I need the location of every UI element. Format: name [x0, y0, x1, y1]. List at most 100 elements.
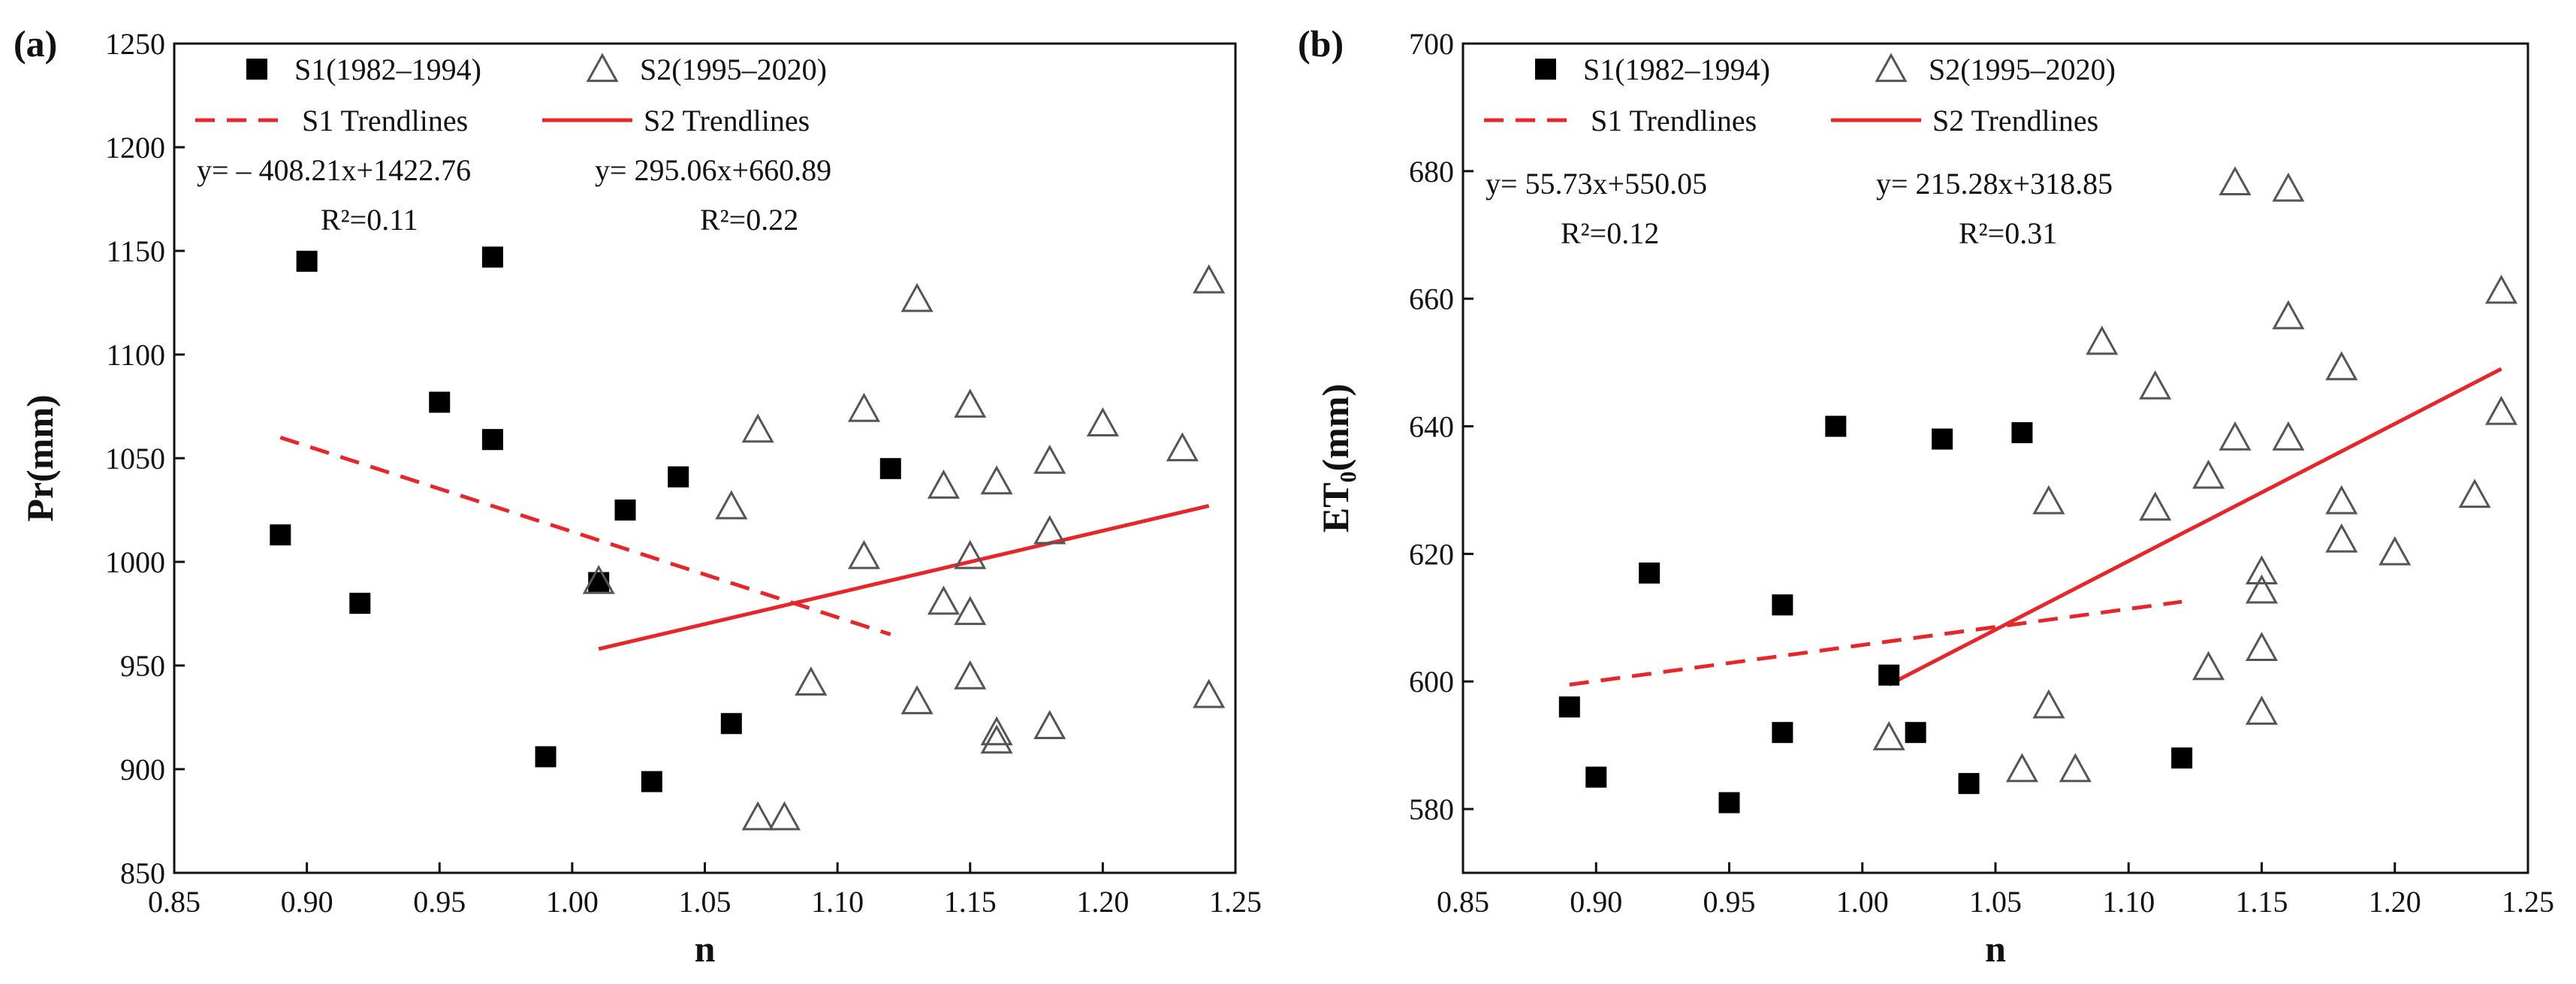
s2-point — [2032, 689, 2065, 719]
s1-point — [481, 429, 503, 451]
y-tick-label: 1000 — [105, 545, 165, 579]
equation-s1: y= – 408.21x+1422.76 — [197, 153, 471, 187]
x-tick-label: 1.15 — [2236, 885, 2288, 919]
x-tick-label: 1.05 — [679, 885, 731, 919]
s2-trendline — [598, 504, 1210, 651]
s1-point — [1932, 428, 1953, 450]
panel-label: (b) — [1298, 23, 1344, 65]
s2-point — [2485, 274, 2518, 304]
x-tick-label: 1.25 — [2502, 885, 2554, 919]
x-tick-label: 1.25 — [1209, 885, 1262, 919]
s2-point — [954, 539, 987, 569]
s2-point — [2272, 172, 2305, 202]
s1-point — [641, 771, 662, 792]
s2-point — [2245, 632, 2279, 661]
s2-trendline — [1888, 367, 2502, 687]
s2-point — [927, 469, 960, 499]
s2-point — [954, 660, 987, 690]
s2-point — [900, 282, 934, 312]
s2-point — [927, 585, 960, 615]
chart-b: 0.85 0.90 0.95 1.00 1.05 1.10 1.15 1.20 1.25 580 6… — [1298, 23, 2554, 970]
s2-point — [2378, 536, 2412, 566]
r2-s2: R²=0.22 — [700, 203, 798, 237]
s1-point — [1718, 792, 1740, 813]
s1-point — [1958, 773, 1980, 795]
y-tick-label: 1150 — [106, 234, 165, 268]
s2-point — [2325, 484, 2358, 515]
x-tick-label: 1.15 — [944, 885, 997, 919]
y-tick-label: 850 — [120, 856, 165, 890]
legend-s2-label: S2(1995–2020) — [1929, 53, 2116, 86]
y-tick-label: 600 — [1409, 665, 1454, 699]
y-tick-label: 900 — [120, 753, 165, 786]
s1-point — [1772, 594, 1793, 616]
r2-s1: R²=0.11 — [321, 203, 418, 237]
s2-point — [2086, 325, 2119, 355]
s2-point — [954, 388, 987, 418]
y-tick-label: 640 — [1409, 410, 1454, 444]
s1-point — [270, 524, 291, 546]
s2-point — [980, 465, 1013, 495]
legend-s2-label: S2(1995–2020) — [640, 53, 827, 86]
x-tick-label: 1.05 — [1969, 885, 2022, 919]
s2-point — [1033, 444, 1066, 474]
legend-s1-label: S1(1982–1994) — [294, 53, 481, 86]
s2-point — [2139, 491, 2172, 521]
legend: S1(1982–1994) S2(1995–2020) S1 Trendlines S… — [1484, 53, 2116, 137]
s1-point — [1772, 722, 1793, 744]
s1-trendline — [279, 436, 891, 636]
s2-point — [795, 666, 828, 696]
y-tick-label: 950 — [120, 649, 165, 683]
legend-s1-trend-label: S1 Trendlines — [302, 104, 468, 137]
s2-point — [2245, 696, 2279, 725]
x-axis-label: n — [695, 928, 716, 970]
s2-point — [2192, 459, 2225, 489]
y-tick-label: 700 — [1409, 27, 1454, 61]
y-tick-label: 1250 — [105, 27, 165, 61]
y-tick-label: 1200 — [105, 131, 165, 165]
s2-point — [2325, 523, 2358, 553]
x-tick-label: 0.95 — [413, 885, 466, 919]
s1-point — [1639, 562, 1661, 584]
x-tick-label: 1.00 — [546, 885, 599, 919]
panel-label: (a) — [14, 23, 57, 65]
s2-point — [582, 564, 615, 594]
s2-point — [1166, 432, 1199, 462]
s1-point — [2171, 747, 2193, 769]
s2-point — [1033, 515, 1066, 545]
s2-point — [2192, 650, 2225, 681]
x-tick-label: 1.20 — [2369, 885, 2421, 919]
equation-s2: y= 215.28x+318.85 — [1876, 167, 2113, 201]
s1-point — [668, 466, 689, 487]
s2-point — [741, 413, 774, 443]
x-tick-label: 1.00 — [1836, 885, 1889, 919]
s2-point — [2458, 478, 2491, 509]
legend-s1-trend-label: S1 Trendlines — [1591, 104, 1757, 137]
s2-point — [2485, 395, 2518, 425]
y-tick-label: 620 — [1409, 537, 1454, 571]
s1-point — [1585, 766, 1607, 788]
x-tick-label: 0.85 — [148, 885, 201, 919]
x-tick-label: 0.95 — [1703, 885, 1756, 919]
s2-point — [2005, 753, 2038, 783]
x-tick-label: 1.10 — [2102, 885, 2155, 919]
s1-point — [1558, 696, 1580, 718]
x-tick-label: 0.90 — [281, 885, 333, 919]
s2-point — [2032, 484, 2065, 515]
s1-point — [481, 246, 503, 268]
s1-trendline — [1569, 599, 2182, 687]
s2-point — [2272, 300, 2305, 330]
s2-point — [2219, 166, 2252, 196]
s1-point — [349, 593, 371, 614]
y-tick-label: 680 — [1409, 155, 1454, 189]
s2-point — [2325, 351, 2358, 381]
legend-s2-trend-label: S2 Trendlines — [644, 104, 810, 137]
legend-s1-marker — [1535, 59, 1556, 80]
legend-s2-marker — [586, 53, 619, 83]
equation-s2: y= 295.06x+660.89 — [595, 153, 831, 187]
s1-point — [720, 713, 742, 735]
s2-point — [2139, 370, 2172, 400]
s2-point — [768, 801, 801, 831]
s1-point — [535, 746, 557, 768]
